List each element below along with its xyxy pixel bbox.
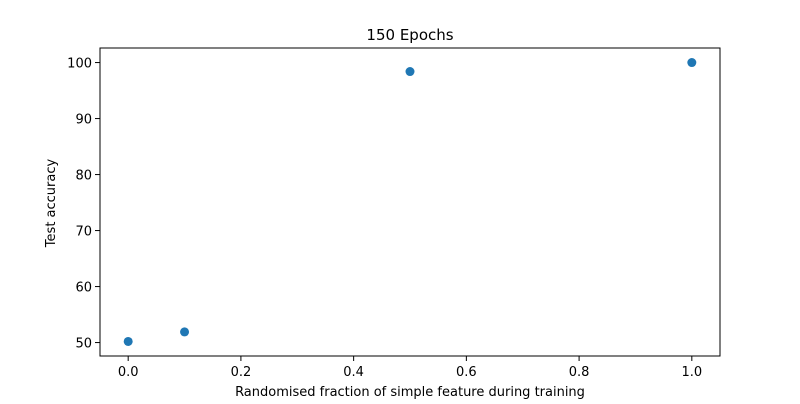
x-tick-label: 1.0 — [681, 365, 702, 380]
data-point — [180, 327, 190, 337]
y-tick-label: 50 — [75, 337, 92, 352]
plot-frame — [99, 47, 721, 357]
data-point — [405, 67, 415, 77]
y-tick-label: 90 — [75, 113, 92, 128]
x-tick-label: 0.6 — [456, 365, 477, 380]
x-axis-label: Randomised fraction of simple feature du… — [235, 385, 585, 400]
plot-axes: 0.0 0.2 0.4 0.6 0.8 1.0 50 60 70 80 90 100 — [67, 47, 721, 380]
x-tick-label: 0.8 — [569, 365, 590, 380]
y-axis-label: Test accuracy — [44, 159, 59, 249]
y-tick-label: 80 — [75, 169, 92, 184]
data-point — [687, 58, 697, 68]
y-tick-label: 60 — [75, 281, 92, 296]
x-tick-label: 0.2 — [231, 365, 252, 380]
x-tick-label: 0.0 — [118, 365, 139, 380]
data-point — [123, 336, 133, 346]
y-tick-label: 70 — [75, 225, 92, 240]
chart-title: 150 Epochs — [366, 26, 453, 44]
y-tick-label: 100 — [67, 57, 92, 72]
x-tick-label: 0.4 — [343, 365, 364, 380]
